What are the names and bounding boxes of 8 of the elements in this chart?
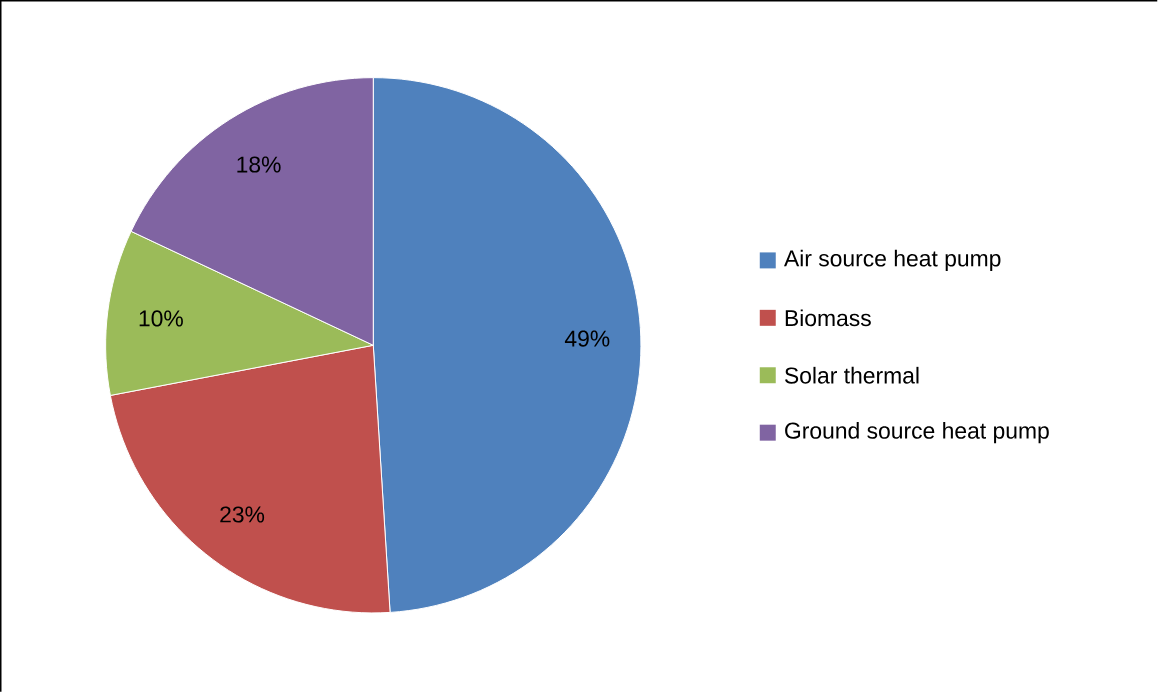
legend-label: Solar thermal xyxy=(784,367,919,384)
data-label: 10% xyxy=(139,310,183,327)
data-label: 49% xyxy=(564,330,610,347)
data-label: 18% xyxy=(237,156,281,173)
legend-label: Air source heat pump xyxy=(783,249,1001,272)
data-label: 23% xyxy=(220,506,265,523)
legend-label: Biomass xyxy=(785,309,871,327)
legend-label: Ground source heat pump xyxy=(785,422,1049,444)
